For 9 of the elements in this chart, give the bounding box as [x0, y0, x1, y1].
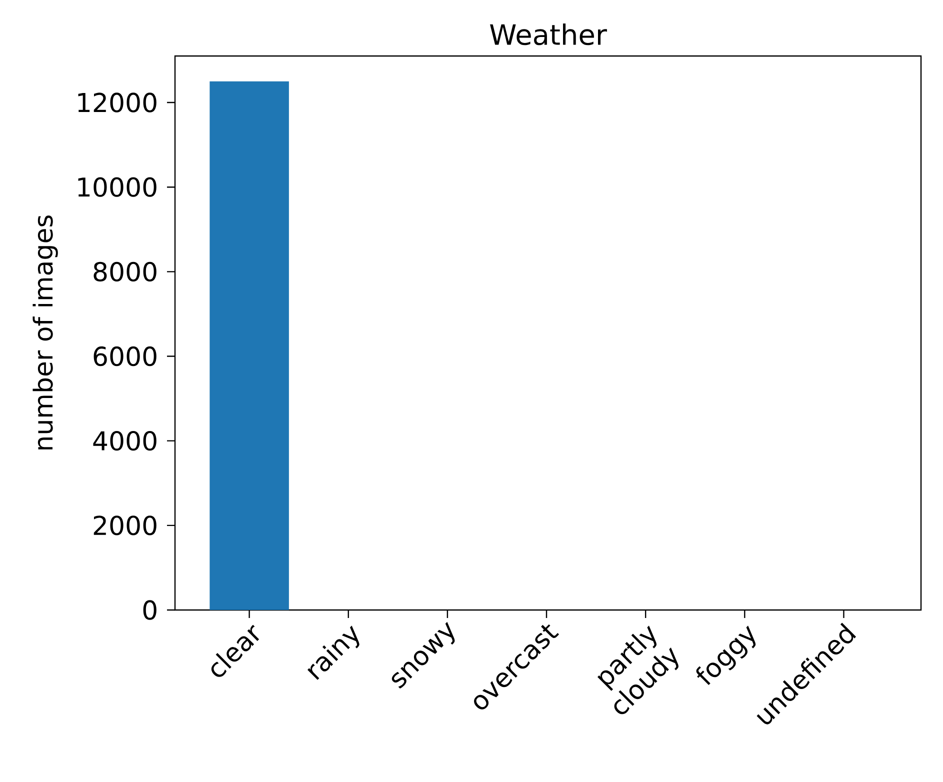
y-tick-label: 10000	[78, 177, 156, 197]
y-axis-title: number of images	[32, 215, 58, 450]
y-tick-label: 6000	[94, 346, 156, 366]
y-tick-label: 12000	[78, 92, 156, 112]
chart-title: Weather	[490, 23, 607, 46]
y-tick-label: 4000	[93, 431, 156, 451]
y-tick-label: 0	[143, 600, 156, 620]
y-tick-label: 2000	[94, 516, 156, 536]
y-tick-label: 8000	[94, 262, 156, 282]
